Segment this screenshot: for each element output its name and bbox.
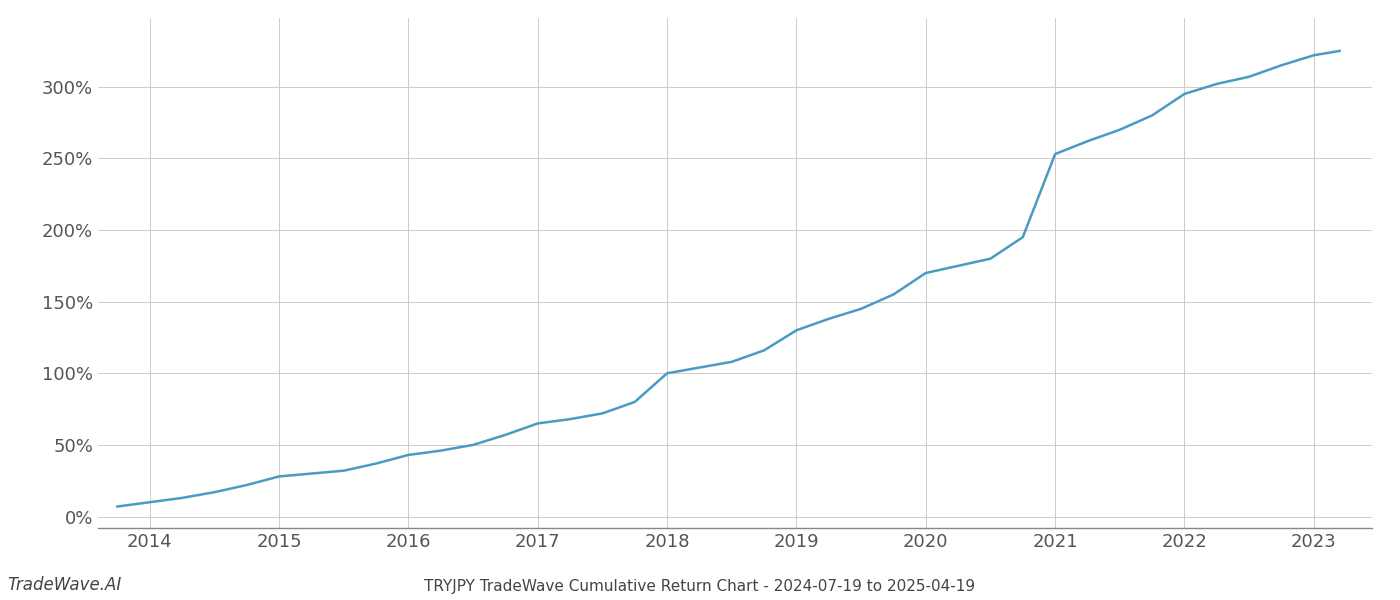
Text: TradeWave.AI: TradeWave.AI (7, 576, 122, 594)
Text: TRYJPY TradeWave Cumulative Return Chart - 2024-07-19 to 2025-04-19: TRYJPY TradeWave Cumulative Return Chart… (424, 579, 976, 594)
